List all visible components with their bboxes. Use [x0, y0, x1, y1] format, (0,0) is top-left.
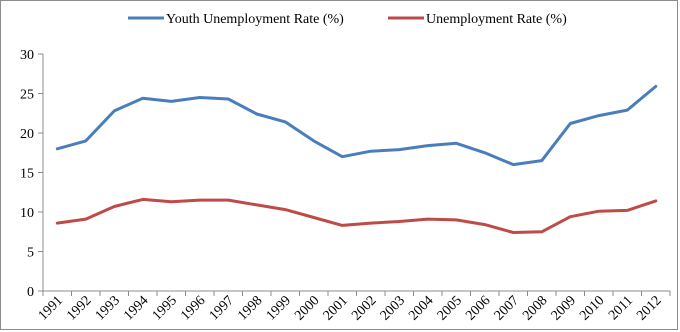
x-tick-label: 1992	[64, 293, 94, 323]
y-tick-label: 20	[20, 127, 34, 142]
x-tick-label: 1998	[235, 293, 265, 323]
x-tick-label: 1991	[36, 293, 66, 323]
y-tick-label: 10	[20, 206, 34, 221]
x-tick-label: 2011	[606, 293, 636, 323]
y-tick-label: 25	[20, 88, 34, 103]
x-axis-ticks: 1991199219931994199519961997199819992000…	[36, 291, 671, 324]
axes	[42, 54, 670, 292]
legend: Youth Unemployment Rate (%) Unemployment…	[128, 12, 567, 27]
x-tick-label: 2002	[349, 293, 379, 323]
x-tick-label: 2012	[634, 293, 664, 323]
x-tick-label: 1993	[93, 293, 123, 323]
x-tick-label: 2009	[549, 293, 579, 323]
series-line-youth-unemployment	[55, 84, 658, 167]
x-tick-label: 2003	[378, 293, 408, 323]
x-tick-label: 2006	[463, 293, 493, 323]
legend-label-unemployment: Unemployment Rate (%)	[426, 12, 567, 27]
y-tick-label: 30	[20, 48, 34, 63]
x-tick-label: 1995	[150, 293, 180, 323]
legend-label-youth-unemployment: Youth Unemployment Rate (%)	[166, 12, 344, 27]
y-tick-label: 0	[27, 285, 34, 300]
series-lines	[55, 84, 658, 234]
x-tick-label: 2008	[520, 293, 550, 323]
series-line-unemployment	[55, 197, 658, 234]
x-tick-label: 2007	[492, 293, 522, 323]
x-tick-label: 1994	[121, 293, 151, 323]
x-tick-label: 2001	[321, 293, 351, 323]
x-tick-label: 1999	[264, 293, 294, 323]
x-tick-label: 2010	[577, 293, 607, 323]
x-tick-label: 2005	[435, 293, 465, 323]
x-tick-label: 1997	[207, 293, 237, 323]
x-tick-label: 1996	[178, 293, 208, 323]
x-tick-label: 2004	[406, 293, 436, 323]
y-tick-label: 5	[27, 246, 34, 261]
y-axis-ticks: 0 5 10 15 20 25 30	[20, 48, 43, 300]
x-tick-label: 2000	[292, 293, 322, 323]
y-tick-label: 15	[20, 167, 34, 182]
